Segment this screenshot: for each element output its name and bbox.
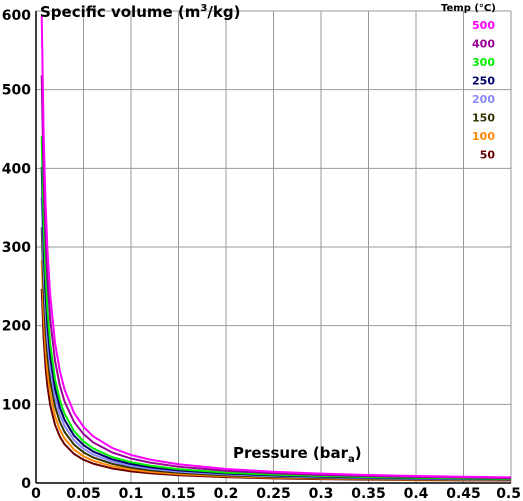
x-tick-label: 0.45 (446, 486, 481, 501)
y-axis-title-sup: 3 (200, 3, 207, 14)
x-tick-label: 0.4 (404, 486, 429, 501)
x-tick-label: 0.15 (161, 486, 196, 501)
series-line-500 (40, 14, 512, 479)
x-tick-label: 0.35 (351, 486, 386, 501)
y-tick-label: 0 (21, 476, 31, 492)
legend-entry-500: 500 (472, 19, 495, 32)
y-tick-labels: 0 100 200 300 400 500 600 (2, 8, 31, 492)
x-axis-title: Pressure (bara) (233, 444, 362, 465)
legend-entry-400: 400 (472, 38, 495, 51)
series-line-150 (40, 227, 512, 481)
legend-entry-50: 50 (480, 149, 496, 162)
y-tick-label: 100 (2, 397, 31, 413)
legend-entry-150: 150 (472, 112, 495, 125)
y-axis-title-tail: /kg) (207, 3, 240, 21)
x-tick-labels: 0 0.05 0.1 0.15 0.2 0.25 0.3 0.35 0.4 0.45 0.5 (31, 486, 521, 501)
x-tick-label: 0.3 (309, 486, 334, 501)
legend-entry-100: 100 (472, 130, 495, 143)
legend: Temp (°C) 500 400 300 250 200 150 100 50 (441, 3, 496, 162)
series-line-250 (40, 166, 512, 481)
y-axis-title-main: Specific volume (m (40, 3, 200, 21)
x-axis-title-sub: a (348, 454, 355, 465)
y-tick-label: 500 (2, 83, 31, 99)
x-tick-label: 0.1 (119, 486, 144, 501)
series-line-200 (40, 197, 512, 481)
series-line-300 (40, 136, 512, 480)
legend-entry-200: 200 (472, 93, 495, 106)
x-tick-label: 0 (31, 486, 41, 501)
y-tick-label: 200 (2, 319, 31, 335)
x-tick-label: 0.25 (256, 486, 291, 501)
series-line-400 (40, 75, 512, 480)
y-axis-title: Specific volume (m3/kg) (40, 3, 240, 21)
axes (35, 11, 511, 484)
legend-entry-300: 300 (472, 56, 495, 69)
legend-title: Temp (°C) (441, 3, 496, 14)
y-tick-label: 400 (2, 161, 31, 177)
y-tick-label: 600 (2, 8, 31, 24)
x-tick-label: 0.05 (66, 486, 101, 501)
grid (36, 10, 512, 483)
y-tick-label: 300 (2, 240, 31, 256)
x-axis-title-tail: ) (355, 444, 362, 462)
x-tick-label: 0.2 (214, 486, 239, 501)
legend-entries: 500 400 300 250 200 150 100 50 (472, 19, 495, 162)
series-lines (40, 14, 512, 482)
x-axis-title-main: Pressure (bar (233, 444, 349, 462)
x-tick-label: 0.5 (496, 486, 521, 501)
legend-entry-250: 250 (472, 75, 495, 88)
